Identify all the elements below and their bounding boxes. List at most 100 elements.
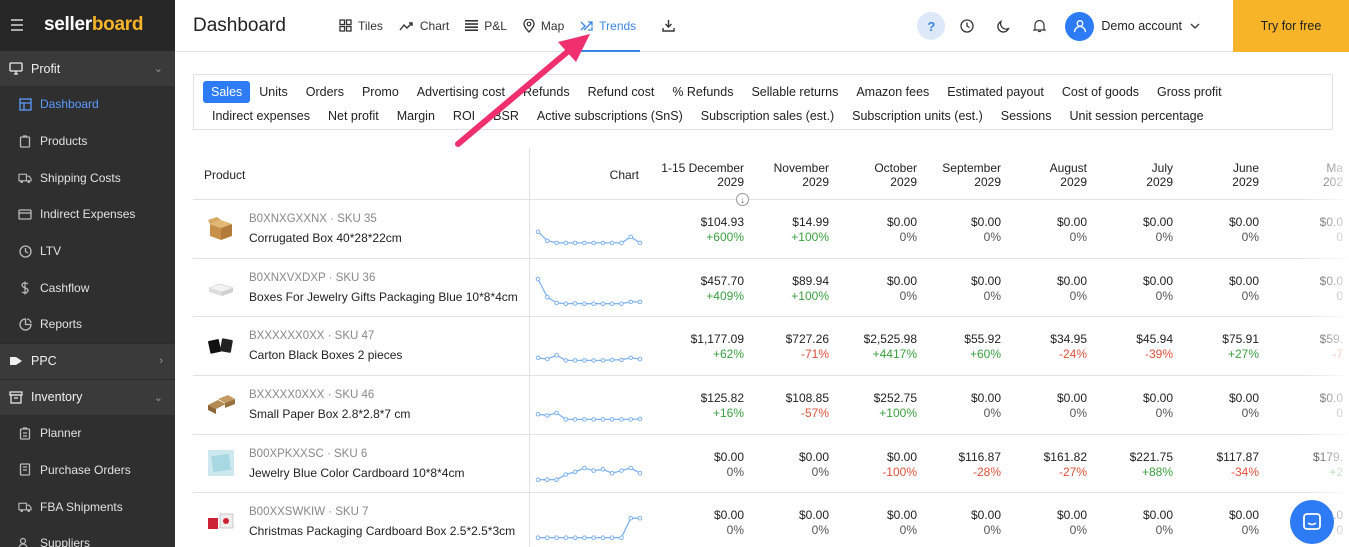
sparkline-chart[interactable]	[533, 451, 645, 485]
sales-value: $0.0	[1319, 215, 1343, 229]
period-year: 2029	[974, 175, 1001, 189]
metric-tab-indirect-expenses[interactable]: Indirect expenses	[212, 109, 310, 123]
tab-tiles[interactable]: Tiles	[331, 0, 391, 52]
metric-tab-orders[interactable]: Orders	[305, 85, 344, 99]
orders-icon	[18, 463, 32, 477]
product-name[interactable]: Christmas Packaging Cardboard Box 2.5*2.…	[249, 524, 516, 539]
metric-tab-promo[interactable]: Promo	[361, 85, 399, 99]
tab-pl[interactable]: P&L	[457, 0, 515, 52]
table-row[interactable]: B0XNXGXXNX · SKU 35 Corrugated Box 40*28*…	[193, 200, 1349, 259]
change-percent: +4417%	[872, 347, 917, 362]
metric-tab-unit-session-percentage[interactable]: Unit session percentage	[1069, 109, 1204, 123]
period-column-header[interactable]: Ma 202	[1233, 161, 1343, 189]
metric-tab-bsr[interactable]: BSR	[493, 109, 519, 123]
metric-tab-active-subscriptions-sns[interactable]: Active subscriptions (SnS)	[536, 109, 683, 123]
sidebar-item-indirect-expenses[interactable]: Indirect Expenses	[0, 196, 175, 233]
sidebar-item-reports[interactable]: Reports	[0, 306, 175, 343]
sparkline-chart[interactable]	[533, 216, 645, 250]
period-year: 2029	[1232, 175, 1259, 189]
sidebar-item-fba-shipments[interactable]: FBA Shipments	[0, 488, 175, 525]
sidebar-item-dashboard[interactable]: Dashboard	[0, 86, 175, 123]
metric-tab-cost-of-goods[interactable]: Cost of goods	[1061, 85, 1140, 99]
period-column-header[interactable]: 1-15 December 2029	[634, 161, 744, 189]
try-for-free-button[interactable]: Try for free	[1233, 0, 1349, 52]
change-percent: 0%	[1155, 288, 1173, 303]
change-percent: 0%	[983, 230, 1001, 244]
metric-tab-refunds[interactable]: % Refunds	[672, 85, 734, 99]
product-name[interactable]: Carton Black Boxes 2 pieces	[249, 348, 403, 363]
table-row[interactable]: BXXXXX0XXX · SKU 46 Small Paper Box 2.8*2…	[193, 376, 1349, 435]
sidebar-item-products[interactable]: Products	[0, 123, 175, 160]
sidebar-item-label: LTV	[40, 244, 62, 259]
hamburger-menu-icon[interactable]	[0, 0, 34, 50]
metric-tab-subscription-units-est[interactable]: Subscription units (est.)	[852, 109, 983, 123]
sidebar-item-cashflow[interactable]: Cashflow	[0, 269, 175, 306]
period-column-header[interactable]: October 2029	[807, 161, 917, 189]
metric-tab-advertising-cost[interactable]: Advertising cost	[416, 85, 506, 99]
notifications-button[interactable]	[1025, 12, 1053, 40]
product-image	[206, 449, 236, 476]
download-button[interactable]	[654, 0, 689, 52]
metric-tab-roi[interactable]: ROI	[452, 109, 476, 123]
metric-tab-sellable-returns[interactable]: Sellable returns	[751, 85, 839, 99]
metric-tab-refunds[interactable]: Refunds	[523, 85, 570, 99]
metric-tab-amazon-fees[interactable]: Amazon fees	[856, 85, 930, 99]
product-name[interactable]: Corrugated Box 40*28*22cm	[249, 231, 402, 245]
sparkline-chart[interactable]	[533, 392, 645, 426]
chat-button[interactable]	[1290, 500, 1334, 544]
sidebar-item-suppliers[interactable]: Suppliers	[0, 525, 175, 547]
sort-desc-icon[interactable]: ↓	[736, 193, 749, 206]
metric-tab-sessions[interactable]: Sessions	[1000, 109, 1052, 123]
period-label: 1-15 December	[661, 161, 744, 175]
sales-cell: $0.00 0%	[1169, 391, 1259, 421]
table-row[interactable]: B00XXSWKIW · SKU 7 Christmas Packaging Ca…	[193, 493, 1349, 547]
product-name[interactable]: Jewelry Blue Color Cardboard 10*8*4cm	[249, 465, 465, 480]
period-column-header[interactable]: August 2029	[977, 161, 1087, 189]
sidebar-group-ppc[interactable]: PPC ›	[0, 342, 175, 379]
change-percent: 0%	[1241, 523, 1259, 538]
table-row[interactable]: B00XPKXXSC · SKU 6 Jewelry Blue Color Car…	[193, 435, 1349, 494]
product-column-header[interactable]: Product	[204, 168, 246, 182]
product-name[interactable]: Small Paper Box 2.8*2.8*7 cm	[249, 407, 411, 422]
metric-tab-sales[interactable]: Sales	[203, 81, 251, 103]
period-column-header[interactable]: June 2029	[1149, 161, 1259, 189]
sidebar-item-ltv[interactable]: LTV	[0, 233, 175, 270]
logo-text-a: seller	[44, 14, 92, 35]
product-name[interactable]: Boxes For Jewelry Gifts Packaging Blue 1…	[249, 289, 518, 304]
sparkline-point	[628, 417, 634, 422]
sales-cell: $0.00 0%	[997, 274, 1087, 304]
sidebar-item-planner[interactable]: Planner	[0, 415, 175, 452]
metric-tab-refund-cost[interactable]: Refund cost	[587, 85, 655, 99]
history-button[interactable]	[953, 12, 981, 40]
sidebar-item-label: Reports	[40, 317, 83, 332]
sidebar-group-profit[interactable]: Profit ⌄	[0, 50, 175, 86]
sparkline-chart[interactable]	[533, 275, 645, 309]
metric-tab-margin[interactable]: Margin	[396, 109, 435, 123]
period-column-header[interactable]: September 2029	[891, 161, 1001, 189]
help-button[interactable]: ?	[917, 12, 946, 40]
period-column-header[interactable]: July 2029	[1063, 161, 1173, 189]
sidebar-item-purchase-orders[interactable]: Purchase Orders	[0, 452, 175, 489]
table-row[interactable]: B0XNXVXDXP · SKU 36 Boxes For Jewelry Gif…	[193, 259, 1349, 318]
sparkline-chart[interactable]	[533, 509, 645, 543]
dark-mode-button[interactable]	[989, 12, 1017, 40]
metric-tab-gross-profit[interactable]: Gross profit	[1157, 85, 1222, 99]
tab-map[interactable]: Map	[515, 0, 572, 52]
tab-trends[interactable]: Trends	[572, 0, 644, 52]
logo[interactable]: sellerboard	[44, 14, 143, 36]
metric-tab-units[interactable]: Units	[259, 85, 288, 99]
sparkline-point	[554, 353, 559, 358]
period-column-header[interactable]: November 2029	[719, 161, 829, 189]
sidebar-group-inventory[interactable]: Inventory ⌄	[0, 378, 175, 415]
period-year: 2029	[890, 175, 917, 189]
table-row[interactable]: BXXXXXX0XX · SKU 47 Carton Black Boxes 2 …	[193, 317, 1349, 377]
metric-tab-subscription-sales-est[interactable]: Subscription sales (est.)	[700, 109, 835, 123]
sparkline-chart[interactable]	[533, 333, 645, 367]
product-asin-sku: B00XXSWKIW · SKU 7	[249, 506, 369, 519]
account-menu[interactable]: Demo account	[1065, 11, 1200, 41]
change-percent: +100%	[879, 406, 917, 421]
metric-tab-net-profit[interactable]: Net profit	[327, 109, 379, 123]
sidebar-item-shipping-costs[interactable]: Shipping Costs	[0, 159, 175, 196]
tab-chart[interactable]: Chart	[391, 0, 457, 52]
metric-tab-estimated-payout[interactable]: Estimated payout	[947, 85, 1044, 99]
